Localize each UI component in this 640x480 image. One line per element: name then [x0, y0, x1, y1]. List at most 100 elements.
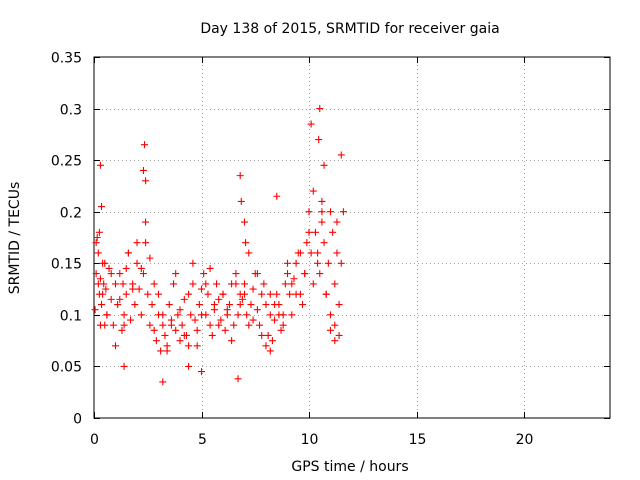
tick-labels: 0 5 10 15 20 0 0.05 0.1 0.15 0.2 0.25 0.3 0.35: [51, 51, 534, 449]
data-point: [144, 290, 152, 298]
x-axis-label: GPS time / hours: [291, 459, 408, 475]
data-point: [320, 239, 328, 247]
data-point: [237, 197, 245, 205]
data-point: [103, 311, 111, 319]
data-point: [335, 331, 343, 339]
data-point: [92, 239, 100, 247]
data-point: [281, 280, 289, 288]
data-point: [105, 264, 113, 272]
data-point: [333, 218, 341, 226]
data-point: [316, 270, 324, 278]
data-point: [94, 280, 102, 288]
data-point: [200, 270, 208, 278]
data-point: [277, 326, 285, 334]
y-tick-label: 0.15: [51, 257, 82, 273]
data-point: [296, 249, 304, 257]
data-point: [264, 331, 272, 339]
data-point: [189, 259, 197, 267]
data-point: [331, 321, 339, 329]
data-point: [292, 290, 300, 298]
y-tick-label: 0.25: [51, 154, 82, 170]
data-point: [150, 280, 158, 288]
data-point: [191, 316, 199, 324]
data-point: [241, 280, 248, 288]
y-tick-label: 0: [73, 412, 82, 428]
data-point: [159, 311, 167, 319]
data-point: [260, 280, 268, 288]
data-point: [228, 337, 236, 345]
data-point: [206, 264, 214, 272]
data-point: [242, 239, 250, 247]
data-point: [247, 301, 255, 309]
data-point: [256, 321, 264, 329]
data-point: [189, 280, 197, 288]
data-point: [107, 295, 115, 303]
data-point: [206, 321, 214, 329]
data-point: [318, 218, 326, 226]
data-point: [176, 337, 184, 345]
data-point: [98, 301, 106, 309]
data-point: [316, 105, 324, 113]
x-tick-label: 15: [409, 432, 427, 448]
data-point: [127, 316, 135, 324]
data-point: [167, 321, 175, 329]
data-point: [327, 208, 334, 216]
data-point: [116, 295, 124, 303]
data-point: [266, 290, 274, 298]
data-point: [204, 290, 212, 298]
data-point: [142, 177, 150, 185]
data-point: [320, 161, 328, 169]
data-point: [327, 326, 334, 334]
data-point: [107, 270, 115, 278]
data-point: [241, 218, 248, 226]
data-point: [210, 301, 218, 309]
data-point: [305, 228, 313, 236]
data-point: [93, 234, 101, 241]
data-point: [288, 311, 296, 319]
data-point: [221, 326, 229, 334]
data-point: [180, 295, 188, 303]
data-point: [159, 321, 167, 329]
data-point: [150, 326, 158, 334]
data-point: [178, 321, 186, 329]
data-point: [119, 280, 127, 288]
data-point: [318, 208, 326, 216]
data-point: [238, 295, 246, 303]
data-point: [198, 285, 205, 293]
data-point: [112, 280, 119, 288]
x-tick-label: 5: [198, 432, 207, 448]
data-point: [208, 331, 216, 339]
data-point: [314, 259, 322, 267]
data-point: [133, 259, 141, 267]
data-point: [165, 301, 173, 309]
data-point: [305, 208, 313, 216]
data-point: [198, 311, 205, 319]
data-point: [249, 316, 257, 324]
x-tick-label: 10: [301, 432, 319, 448]
data-point: [195, 301, 203, 309]
data-point: [339, 208, 347, 216]
data-point: [124, 249, 132, 257]
data-point: [236, 172, 244, 180]
data-point: [223, 306, 231, 314]
data-point: [225, 301, 233, 309]
data-point: [219, 290, 227, 298]
data-point: [258, 290, 266, 298]
data-point: [324, 259, 332, 267]
data-point: [327, 311, 334, 319]
data-point: [172, 270, 180, 278]
data-point: [135, 285, 143, 293]
data-point: [96, 275, 104, 283]
data-point: [241, 290, 248, 298]
data-point: [315, 136, 323, 144]
data-point: [193, 326, 201, 334]
data-point: [202, 280, 210, 288]
data-point: [288, 280, 296, 288]
data-point: [139, 270, 147, 278]
data-point: [273, 192, 281, 200]
data-point: [243, 311, 251, 319]
data-point: [142, 218, 150, 226]
data-point: [120, 321, 128, 329]
data-point: [102, 285, 110, 293]
